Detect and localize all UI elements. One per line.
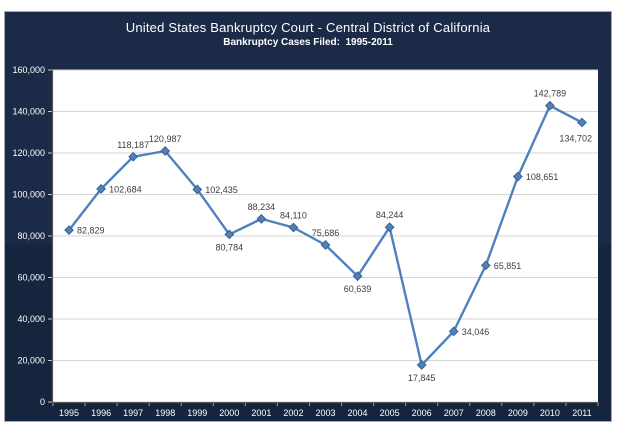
- y-axis-label: 80,000: [17, 231, 45, 241]
- data-label-2004: 60,639: [344, 284, 372, 294]
- data-label-2006: 17,845: [408, 373, 436, 383]
- data-point-2010: [545, 100, 555, 111]
- data-label-1995: 82,829: [77, 226, 105, 236]
- y-axis-label: 40,000: [17, 314, 45, 324]
- y-axis-label: 100,000: [12, 190, 45, 200]
- data-point-1999: [192, 184, 203, 195]
- data-point-1997: [128, 151, 139, 162]
- data-point-1998: [160, 146, 171, 156]
- data-label-2001: 88,234: [248, 202, 276, 212]
- data-label-1997: 118,187: [117, 140, 149, 150]
- data-label-1999: 102,435: [205, 185, 238, 195]
- data-label-2002: 84,110: [280, 210, 307, 220]
- x-axis-label: 2002: [283, 408, 303, 418]
- x-axis-label: 2010: [540, 408, 560, 418]
- x-axis-label: 2008: [476, 408, 496, 418]
- x-axis-label: 1998: [155, 408, 175, 418]
- x-axis-label: 2000: [219, 408, 239, 418]
- y-axis-label: 140,000: [12, 107, 45, 117]
- data-point-2009: [512, 171, 523, 182]
- data-point-2008: [480, 260, 491, 271]
- data-label-2007: 34,046: [462, 327, 490, 337]
- x-axis-label: 2003: [315, 408, 335, 418]
- data-label-1996: 102,684: [109, 184, 142, 194]
- chart-subtitle: Bankruptcy Cases Filed: 1995-2011: [223, 37, 393, 48]
- x-axis-label: 1996: [91, 408, 111, 418]
- data-point-2007: [448, 326, 459, 337]
- data-point-1996: [96, 184, 106, 194]
- data-point-2006: [416, 360, 427, 370]
- data-point-2011: [577, 117, 587, 128]
- x-axis-label: 2001: [251, 408, 271, 418]
- chart-title: United States Bankruptcy Court - Central…: [125, 20, 491, 35]
- x-axis-label: 1999: [187, 408, 207, 418]
- data-label-2010: 142,789: [534, 89, 567, 99]
- x-axis-label: 2011: [572, 408, 591, 418]
- x-axis-label: 2009: [508, 408, 528, 418]
- y-axis-label: 60,000: [17, 273, 45, 283]
- data-label-2011: 134,702: [559, 133, 592, 143]
- y-axis-label: 20,000: [17, 356, 45, 366]
- data-point-2001: [256, 214, 267, 224]
- x-axis-label: 2005: [380, 408, 400, 418]
- y-axis-label: 120,000: [12, 148, 45, 158]
- data-label-2009: 108,651: [526, 172, 559, 182]
- data-point-2003: [320, 240, 331, 250]
- data-label-1998: 120,987: [149, 134, 182, 144]
- x-axis-label: 1997: [123, 408, 143, 418]
- data-point-2002: [288, 222, 299, 233]
- data-label-2008: 65,851: [494, 261, 522, 271]
- data-point-2000: [224, 229, 235, 240]
- x-axis-label: 2006: [412, 408, 432, 418]
- x-axis-label: 2007: [444, 408, 464, 418]
- data-point-2004: [352, 271, 363, 282]
- data-label-2003: 75,686: [312, 228, 340, 238]
- data-label-2000: 80,784: [216, 242, 244, 252]
- x-axis-label: 2004: [348, 408, 368, 418]
- y-axis-label: 160,000: [12, 65, 45, 75]
- data-label-2005: 84,244: [376, 210, 404, 220]
- data-point-2005: [384, 222, 395, 233]
- y-axis-label: 0: [40, 397, 45, 407]
- x-axis-label: 1995: [59, 408, 79, 418]
- data-point-1995: [64, 225, 74, 236]
